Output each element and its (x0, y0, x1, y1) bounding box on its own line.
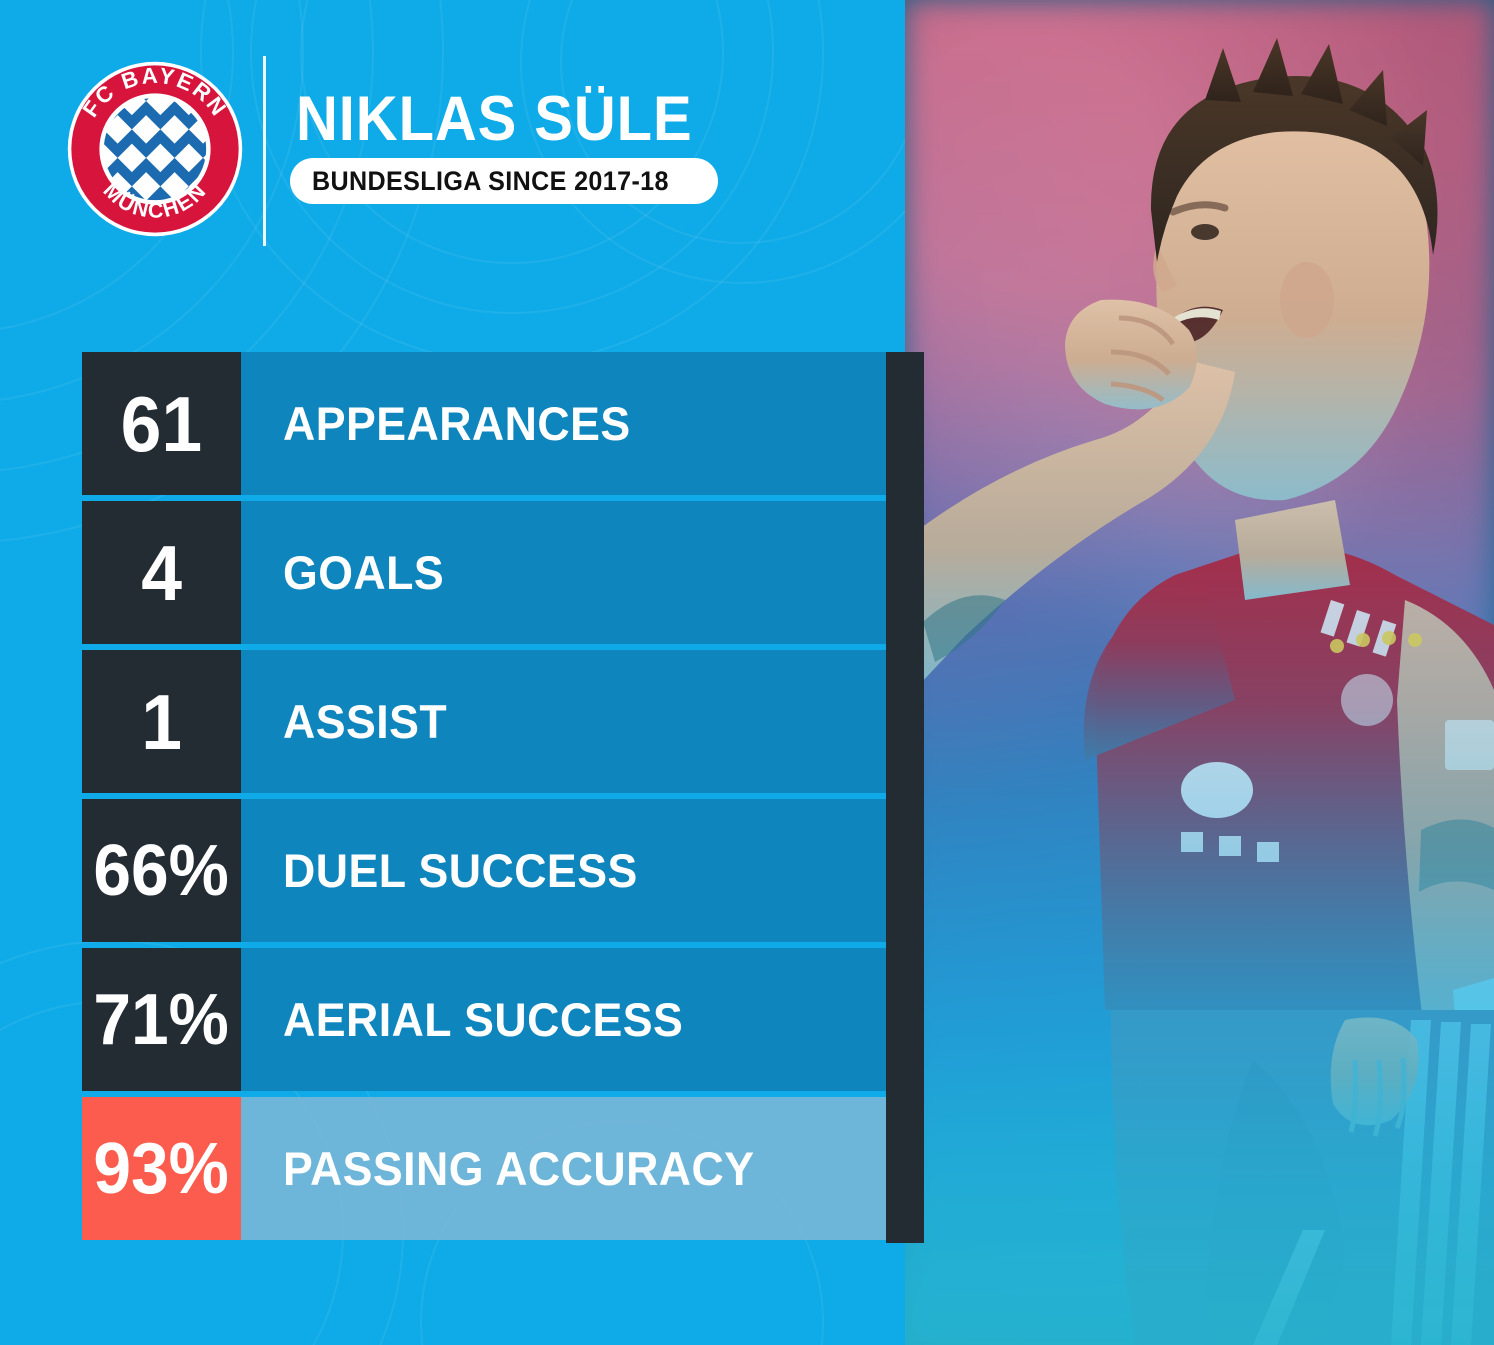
stat-value: 93% (93, 1128, 230, 1209)
stats-panel: 61 APPEARANCES 4 GOALS 1 ASSIST 66% DUEL SUCCES… (82, 352, 924, 1243)
subtitle-text: BUNDESLIGA SINCE 2017-18 (312, 165, 669, 196)
stat-value-box: 61 (82, 352, 241, 495)
stat-value-box: 4 (82, 501, 241, 644)
stat-value: 1 (141, 677, 182, 766)
stat-label-bar: DUEL SUCCESS (241, 799, 886, 942)
stat-value: 61 (120, 379, 203, 468)
stat-label: APPEARANCES (283, 397, 631, 450)
photo-bottom-fade (905, 1045, 1494, 1345)
stat-label-bar: APPEARANCES (241, 352, 886, 495)
stat-value-box: 93% (82, 1097, 241, 1240)
stat-row: 4 GOALS (82, 501, 886, 644)
stat-value-box: 1 (82, 650, 241, 793)
stat-row: 71% AERIAL SUCCESS (82, 948, 886, 1091)
header-divider (263, 56, 266, 246)
fc-bayern-crest-icon: FC BAYERN MÜNCHEN (67, 61, 243, 237)
stat-label-bar: AERIAL SUCCESS (241, 948, 886, 1091)
subtitle-badge: BUNDESLIGA SINCE 2017-18 (290, 158, 718, 204)
player-photo (905, 0, 1494, 1345)
stat-label: ASSIST (283, 695, 448, 748)
stat-value: 71% (93, 979, 230, 1060)
stats-panel-right-bar (886, 352, 924, 1243)
stat-label: PASSING ACCURACY (283, 1142, 755, 1195)
stat-value-box: 66% (82, 799, 241, 942)
stat-row: 1 ASSIST (82, 650, 886, 793)
stat-label: GOALS (283, 546, 445, 599)
stat-value-box: 71% (82, 948, 241, 1091)
stat-label: DUEL SUCCESS (283, 844, 638, 897)
stat-row: 93% PASSING ACCURACY (82, 1097, 886, 1240)
stat-label-bar: ASSIST (241, 650, 886, 793)
stat-row: 61 APPEARANCES (82, 352, 886, 495)
stat-label-bar: PASSING ACCURACY (241, 1097, 886, 1240)
page-title: NIKLAS SÜLE (296, 84, 693, 154)
stat-row: 66% DUEL SUCCESS (82, 799, 886, 942)
stat-label-bar: GOALS (241, 501, 886, 644)
stat-value: 66% (93, 830, 230, 911)
stat-value: 4 (141, 528, 182, 617)
stat-label: AERIAL SUCCESS (283, 993, 684, 1046)
